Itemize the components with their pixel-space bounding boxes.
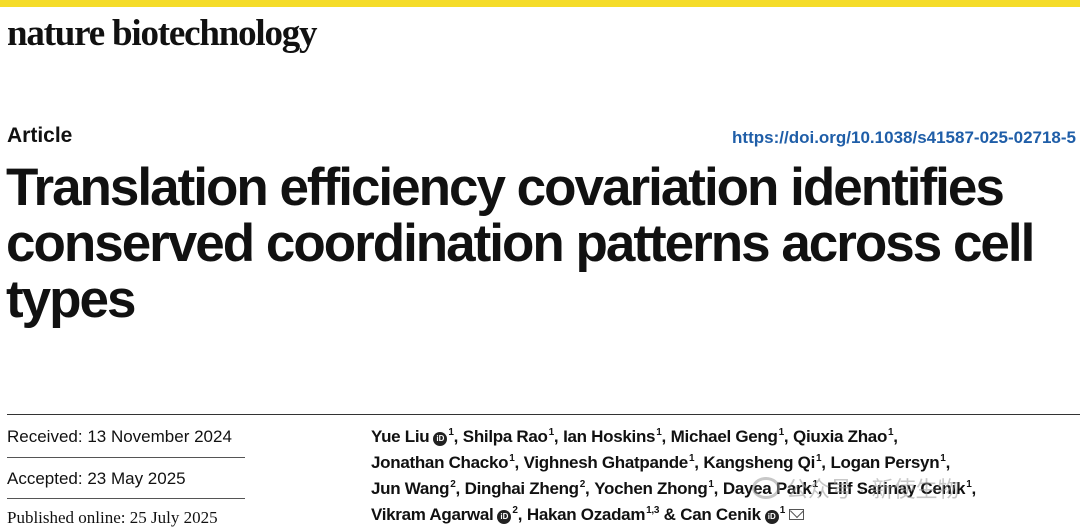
- author-line: Vikram Agarwal iD2, Hakan Ozadam1,3 & Can…: [371, 502, 1076, 528]
- affiliation-superscript[interactable]: 2: [512, 505, 518, 516]
- author-separator: ,: [713, 479, 719, 498]
- author-separator: ,: [453, 427, 459, 446]
- affiliation-superscript[interactable]: 2: [579, 479, 586, 490]
- doi-link[interactable]: https://doi.org/10.1038/s41587-025-02718…: [732, 128, 1076, 147]
- author-name: Dinghai Zheng: [464, 479, 579, 498]
- author[interactable]: Jun Wang2,: [371, 479, 460, 498]
- author-name: Jun Wang: [371, 479, 450, 498]
- author[interactable]: Can Cenik iD1: [680, 505, 804, 524]
- author-name: Jonathan Chacko: [371, 453, 509, 472]
- affiliation-superscript[interactable]: 2: [450, 479, 456, 490]
- date-divider: [7, 457, 245, 458]
- author-name: Kangsheng Qi: [703, 453, 816, 472]
- affiliation-superscript[interactable]: 1: [548, 427, 555, 438]
- author[interactable]: Elif Sarinay Cenik1,: [827, 479, 976, 498]
- author-separator: ,: [945, 453, 951, 472]
- header-divider: [7, 414, 1080, 415]
- affiliation-superscript[interactable]: 1: [688, 453, 695, 464]
- author[interactable]: Logan Persyn1,: [830, 453, 950, 472]
- author[interactable]: Ian Hoskins1,: [563, 427, 666, 446]
- author-name: Vighnesh Ghatpande: [523, 453, 689, 472]
- author-separator: ,: [817, 479, 823, 498]
- author-name: Shilpa Rao: [462, 427, 548, 446]
- author-line: Yue Liu iD1, Shilpa Rao1, Ian Hoskins1, M…: [371, 424, 1076, 450]
- author-name: Yue Liu: [371, 427, 430, 446]
- affiliation-superscript[interactable]: 1,3: [646, 505, 660, 516]
- orcid-icon[interactable]: iD: [433, 432, 448, 446]
- author-separator: ,: [553, 427, 559, 446]
- author-name: Logan Persyn: [830, 453, 940, 472]
- author-separator: ,: [783, 427, 789, 446]
- paper-title: Translation efficiency covariation ident…: [6, 158, 1035, 329]
- date-divider: [7, 498, 245, 499]
- author-name: Can Cenik: [680, 505, 761, 524]
- author[interactable]: Shilpa Rao1,: [463, 427, 559, 446]
- affiliation-superscript[interactable]: 1: [966, 479, 972, 490]
- published-date: Published online: 25 July 2025: [7, 508, 218, 527]
- author-name: Michael Geng: [670, 427, 778, 446]
- author-separator: ,: [517, 505, 523, 524]
- author-name: Hakan Ozadam: [526, 505, 646, 524]
- author-name: Elif Sarinay Cenik: [826, 479, 966, 498]
- affiliation-superscript[interactable]: 1: [778, 427, 785, 438]
- affiliation-superscript[interactable]: 1: [779, 505, 786, 516]
- author-separator: ,: [694, 453, 699, 472]
- author-separator: ,: [971, 479, 976, 498]
- author-separator: ,: [455, 479, 460, 498]
- author-separator: ,: [661, 427, 666, 446]
- author-separator: ,: [821, 453, 826, 472]
- author[interactable]: Kangsheng Qi1,: [703, 453, 826, 472]
- journal-accent-bar: [0, 0, 1080, 7]
- author[interactable]: Hakan Ozadam1,3 &: [527, 505, 676, 524]
- affiliation-superscript[interactable]: 1: [509, 453, 515, 464]
- author-name: Dayea Park: [722, 479, 812, 498]
- author-name: Vikram Agarwal: [371, 505, 494, 524]
- affiliation-superscript[interactable]: 1: [816, 453, 822, 464]
- author-name: Yochen Zhong: [594, 479, 708, 498]
- author[interactable]: Yue Liu iD1,: [371, 427, 458, 446]
- author[interactable]: Dayea Park1,: [722, 479, 823, 498]
- affiliation-superscript[interactable]: 1: [812, 479, 819, 490]
- author-name: Qiuxia Zhao: [793, 427, 888, 446]
- author-line: Jonathan Chacko1, Vighnesh Ghatpande1, K…: [371, 450, 1076, 476]
- affiliation-superscript[interactable]: 1: [888, 427, 894, 438]
- envelope-icon[interactable]: [789, 509, 804, 520]
- received-date: Received: 13 November 2024: [7, 427, 232, 446]
- author-separator: ,: [514, 453, 519, 472]
- author[interactable]: Michael Geng1,: [671, 427, 789, 446]
- author-separator: ,: [893, 427, 898, 446]
- affiliation-superscript[interactable]: 1: [708, 479, 714, 490]
- affiliation-superscript[interactable]: 1: [940, 453, 946, 464]
- orcid-icon[interactable]: iD: [497, 510, 512, 524]
- author-separator: &: [659, 505, 676, 524]
- author-list: Yue Liu iD1, Shilpa Rao1, Ian Hoskins1, M…: [371, 424, 1076, 528]
- journal-name: nature biotechnology: [7, 13, 318, 54]
- author-line: Jun Wang2, Dinghai Zheng2, Yochen Zhong1…: [371, 476, 1076, 502]
- author[interactable]: Yochen Zhong1,: [594, 479, 718, 498]
- accepted-date: Accepted: 23 May 2025: [7, 469, 186, 488]
- author[interactable]: Vikram Agarwal iD2,: [371, 505, 522, 524]
- author-name: Ian Hoskins: [563, 427, 656, 446]
- author[interactable]: Vighnesh Ghatpande1,: [524, 453, 699, 472]
- article-type-label: Article: [7, 124, 73, 147]
- affiliation-superscript[interactable]: 1: [656, 427, 662, 438]
- affiliation-superscript[interactable]: 1: [448, 427, 454, 438]
- author[interactable]: Dinghai Zheng2,: [465, 479, 590, 498]
- author[interactable]: Jonathan Chacko1,: [371, 453, 519, 472]
- author[interactable]: Qiuxia Zhao1,: [793, 427, 898, 446]
- orcid-icon[interactable]: iD: [764, 510, 779, 524]
- author-separator: ,: [585, 479, 590, 498]
